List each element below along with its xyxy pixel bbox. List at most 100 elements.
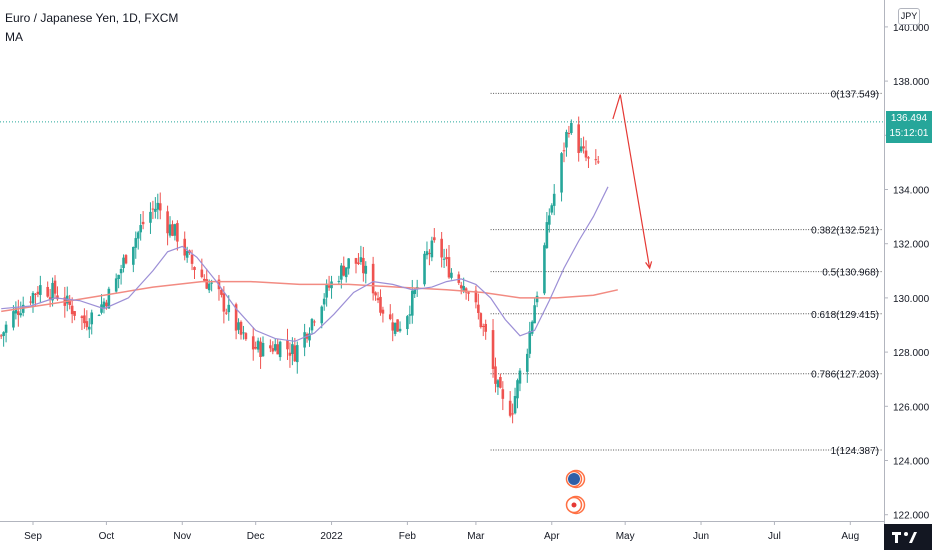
time-tick-label: Oct [99, 531, 115, 542]
candle-body [428, 252, 431, 254]
price-axis[interactable]: 122.000 124.000 126.000 128.000 130.000 132.0… [884, 0, 932, 550]
candle-body [344, 267, 348, 278]
candle-body [528, 331, 532, 354]
candle-body [278, 341, 282, 358]
candle-body [494, 366, 497, 384]
time-tick-label: Aug [841, 531, 859, 542]
candle-body [70, 305, 74, 315]
candle-body [48, 297, 52, 300]
candle-body [100, 304, 103, 313]
time-tick-label: Dec [247, 531, 265, 542]
candle-body [166, 211, 169, 234]
candle-body [295, 345, 299, 363]
candle-body [340, 265, 343, 280]
candle-body [562, 150, 566, 152]
candle-body [4, 324, 8, 333]
candle-body [570, 123, 573, 134]
candle-body [205, 279, 209, 289]
candle-body [374, 292, 377, 296]
candle-body [293, 345, 297, 362]
candle-body [276, 344, 279, 355]
time-tick-label: May [616, 531, 635, 542]
fib-level-label: 0.5(130.968) [822, 268, 879, 279]
time-tick-label: Apr [544, 531, 560, 542]
candle-body [518, 370, 522, 384]
fibonacci-retracement[interactable]: 0(137.549) 0.382(132.521) 0.5(130.968) 0.61… [490, 89, 882, 457]
price-tick-label: 134.000 [893, 186, 930, 197]
candle-body [53, 280, 57, 294]
candle-body [220, 289, 223, 295]
candle-body [225, 312, 228, 314]
candle-body [398, 328, 402, 332]
candle-body [445, 257, 448, 260]
candle-body [151, 208, 155, 210]
candle-body [122, 257, 125, 269]
chart-title: Euro / Japanese Yen, 1D, FXCM [5, 11, 179, 25]
candle-body [313, 321, 316, 323]
candle-body [259, 341, 262, 358]
candle-body [73, 311, 76, 316]
candle-body [210, 282, 213, 284]
last-price-value: 136.494 [890, 113, 928, 124]
candle-body [410, 290, 414, 316]
candle-body [19, 313, 23, 316]
candle-body [286, 340, 289, 350]
candle-body [567, 133, 571, 135]
candle-body [308, 333, 311, 341]
candle-body [222, 293, 226, 312]
fib-level-label: 0(137.549) [831, 89, 879, 100]
candle-body [582, 146, 585, 149]
candle-body [291, 344, 294, 355]
candle-body [447, 257, 451, 278]
candle-body [535, 295, 539, 303]
candle-body [207, 283, 211, 291]
candle-body [347, 258, 350, 269]
candle-body [393, 322, 397, 334]
candle-body [97, 315, 101, 317]
tradingview-logo-icon[interactable] [884, 524, 932, 550]
candle-body [594, 159, 598, 161]
price-tick-label: 124.000 [893, 457, 930, 468]
candle-body [183, 238, 187, 256]
candle-body [587, 157, 590, 159]
price-axis-bg [884, 0, 932, 550]
economic-events-icons[interactable] [565, 469, 586, 515]
currency-button[interactable]: JPY [898, 8, 920, 25]
candle-body [579, 146, 583, 152]
candle-body [193, 267, 196, 270]
time-tick-label: Sep [24, 531, 42, 542]
candle-body [496, 380, 500, 388]
time-tick-label: Feb [399, 531, 417, 542]
candle-body [423, 253, 426, 285]
candle-body [525, 353, 529, 372]
projection-arrow-head [645, 261, 653, 270]
candle-body [565, 131, 568, 148]
candle-body [388, 314, 392, 320]
candle-body [379, 296, 382, 313]
time-axis[interactable]: Sep Oct Nov Dec 2022 Feb Mar Apr May Jun Jul Aug [0, 521, 884, 550]
candle-body [269, 345, 272, 349]
candle-body [242, 332, 245, 334]
candle-body [154, 208, 157, 212]
candle-body [168, 224, 172, 236]
candle-body [481, 326, 485, 328]
candle-body [171, 224, 174, 236]
candle-body [124, 255, 128, 264]
fib-level-label: 0.618(129.415) [811, 310, 879, 321]
candle-body [467, 292, 470, 294]
bar-countdown: 15:12:01 [889, 128, 929, 139]
projection-arrow[interactable] [612, 94, 653, 270]
candle-body [156, 202, 160, 210]
candle-body [0, 335, 3, 337]
time-axis-bg [0, 521, 884, 550]
candle-body [173, 224, 177, 236]
candle-body [202, 278, 206, 281]
candle-body [34, 293, 37, 295]
indicator-label[interactable]: MA [5, 30, 23, 44]
candle-body [200, 269, 204, 278]
candle-body [433, 237, 436, 241]
candle-body [406, 316, 409, 330]
candle-body [376, 298, 380, 301]
candle-body [457, 274, 461, 283]
